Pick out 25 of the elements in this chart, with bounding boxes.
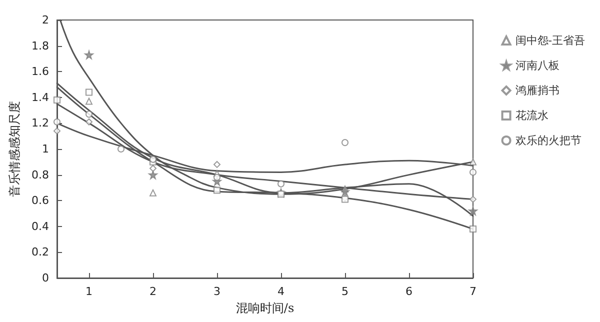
- y-tick-label: 1.2: [32, 116, 49, 130]
- y-tick-label: 0.2: [32, 246, 49, 259]
- y-tick-label: 1.6: [32, 65, 49, 78]
- legend-label: 欢乐的火把节: [515, 134, 582, 147]
- legend-label: 闺中怨-王省吾: [515, 34, 585, 47]
- y-tick-label: 1.8: [32, 39, 49, 52]
- y-axis-title: 音乐情感感知尺度: [8, 101, 22, 197]
- y-tick-label: 1.4: [32, 90, 49, 104]
- y-tick-label: 0.6: [32, 194, 49, 208]
- y-tick-label: 0.8: [32, 168, 49, 182]
- x-tick-label: 1: [86, 285, 92, 298]
- x-tick-label: 7: [470, 285, 476, 298]
- y-tick-label: 2: [42, 14, 49, 26]
- x-tick-label: 3: [214, 285, 220, 298]
- x-tick-label: 5: [342, 285, 348, 298]
- x-axis-title: 混响时间/s: [236, 301, 294, 315]
- y-tick-label: 0.4: [32, 220, 49, 233]
- y-tick-label: 0: [42, 272, 49, 284]
- legend-label: 河南八板: [515, 59, 560, 72]
- x-tick-label: 4: [278, 285, 284, 298]
- legend-label: 鸿雁捎书: [515, 84, 560, 97]
- x-tick-label: 2: [150, 285, 156, 298]
- legend-label: 花流水: [515, 109, 548, 122]
- y-tick-label: 1: [42, 142, 49, 156]
- x-tick-label: 6: [406, 285, 412, 298]
